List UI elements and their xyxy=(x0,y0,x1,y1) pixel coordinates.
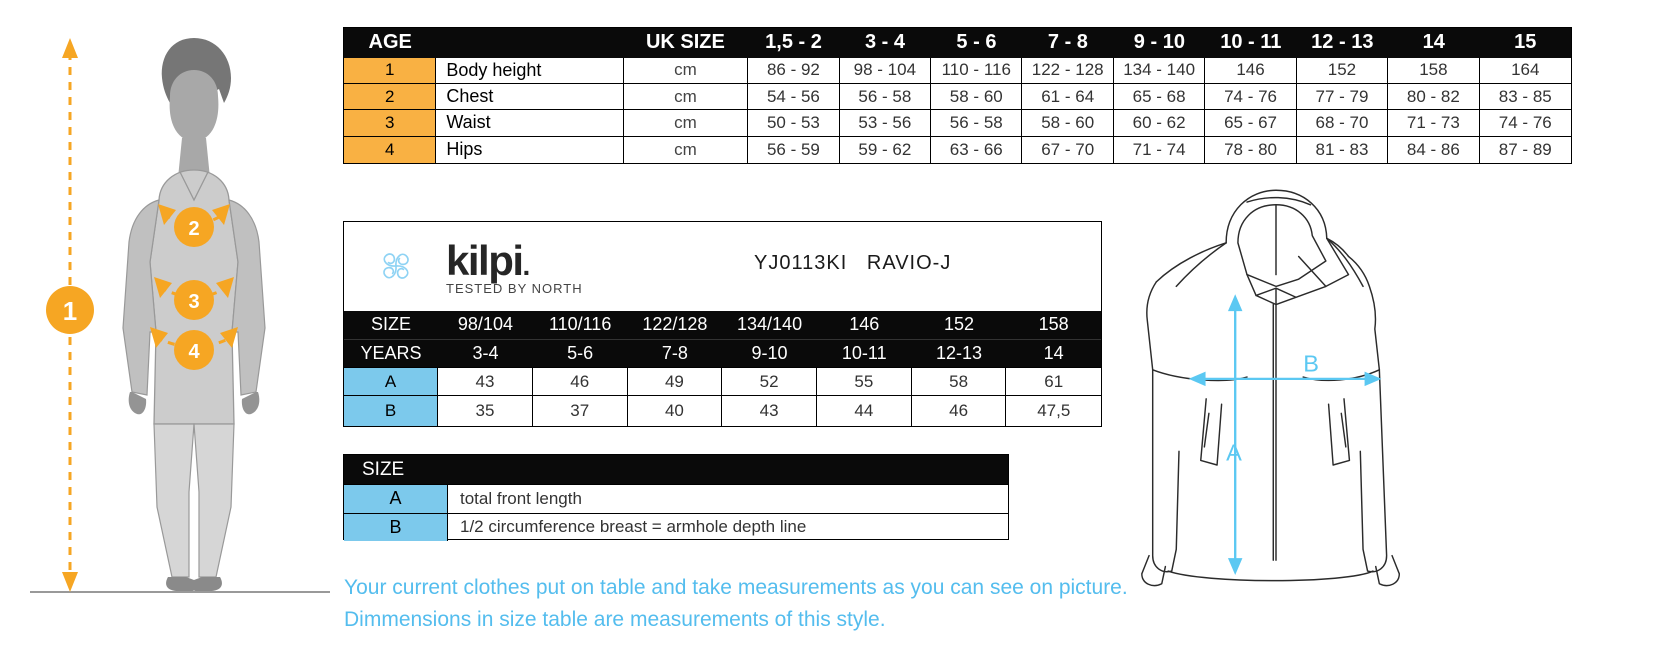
svg-text:1: 1 xyxy=(63,296,77,326)
svg-text:4: 4 xyxy=(188,341,200,363)
svg-text:3: 3 xyxy=(188,291,199,313)
svg-text:2: 2 xyxy=(188,218,199,240)
svg-text:A: A xyxy=(1226,439,1242,465)
svg-text:B: B xyxy=(1303,351,1319,377)
